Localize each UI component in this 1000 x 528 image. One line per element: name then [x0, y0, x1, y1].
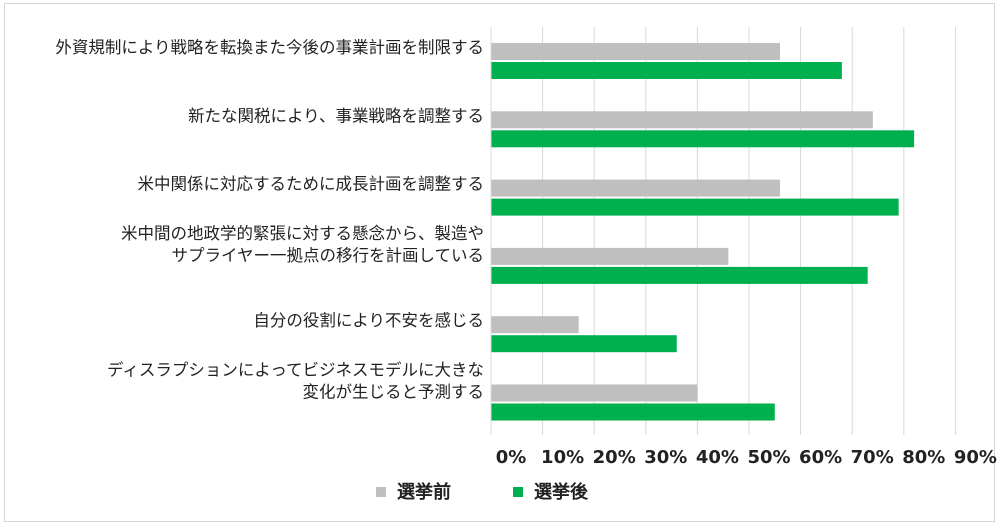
bar-after-2: [491, 130, 915, 148]
bar-before-4: [491, 247, 729, 265]
x-tick-label-50: 50%: [747, 447, 790, 468]
x-tick-labels: 0% 10% 20% 30% 40% 50% 60% 70% 80% 90%: [496, 447, 997, 468]
bar-after-5: [491, 335, 677, 353]
bar-after-6: [491, 403, 775, 421]
bars: [491, 43, 915, 421]
x-tick-label-90: 90%: [954, 447, 997, 468]
category-label-5: 自分の役割により不安を感じる: [253, 311, 484, 330]
x-tick-label-10: 10%: [541, 447, 584, 468]
bar-before-2: [491, 111, 873, 129]
category-label-2: 新たな関税により、事業戦略を調整する: [188, 106, 484, 125]
x-tick-label-80: 80%: [902, 447, 945, 468]
category-label-1: 外資規制により戦略を転換また今後の事業計画を制限する: [55, 38, 484, 57]
x-tick-label-20: 20%: [593, 447, 636, 468]
bar-before-3: [491, 179, 780, 197]
legend-label-after: 選挙後: [534, 481, 589, 503]
bar-after-4: [491, 266, 868, 284]
bar-before-6: [491, 384, 698, 402]
bar-after-3: [491, 198, 899, 216]
legend-label-before: 選挙前: [397, 481, 451, 503]
legend-swatch-before: [376, 487, 386, 497]
category-labels: 外資規制により戦略を転換また今後の事業計画を制限する新たな関税により、事業戦略を…: [55, 38, 484, 402]
legend-swatch-after: [513, 487, 523, 497]
bar-after-1: [491, 62, 842, 79]
category-label-6: ディスラプションによってビジネスモデルに大きな変化が生じると予測する: [107, 360, 484, 402]
x-tick-label-70: 70%: [851, 447, 894, 468]
x-tick-label-30: 30%: [644, 447, 687, 468]
x-tick-label-0: 0%: [496, 447, 527, 468]
x-tick-label-60: 60%: [799, 447, 842, 468]
gridlines: [542, 27, 956, 435]
bar-before-1: [491, 43, 780, 60]
category-label-3: 米中関係に対応するために成長計画を調整する: [138, 175, 485, 194]
legend: 選挙前 選挙後: [376, 481, 589, 503]
bar-before-5: [491, 316, 579, 334]
x-tick-label-40: 40%: [696, 447, 739, 468]
category-label-4: 米中間の地政学的緊張に対する懸念から、製造やサプライヤー一拠点の移行を計画してい…: [121, 223, 484, 265]
